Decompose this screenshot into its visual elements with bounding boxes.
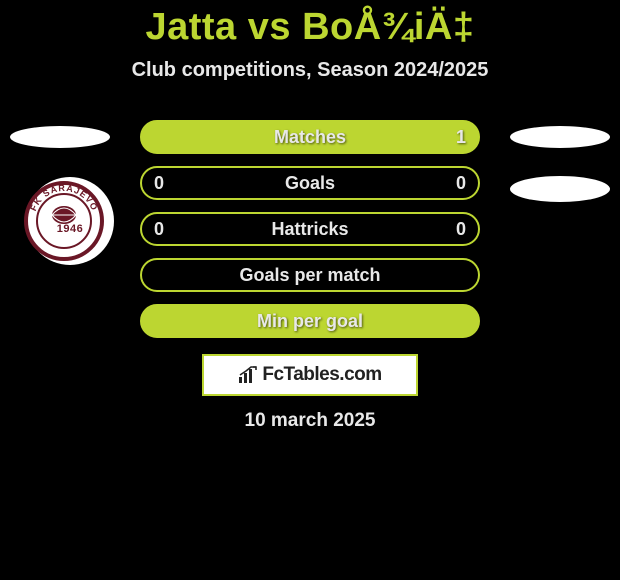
comparison-row: Hattricks0 0: [0, 212, 620, 258]
comparison-rows: Matches1Goals00Hattricks00Goals per matc…: [0, 120, 620, 350]
stat-value-left: 0: [154, 173, 164, 194]
branding-label: FcTables.com: [262, 364, 381, 386]
comparison-row: Matches1: [0, 120, 620, 166]
stat-pill: Hattricks0 0: [140, 212, 480, 246]
stat-label: Matches: [142, 127, 478, 148]
stat-value-left: 0: [154, 219, 164, 240]
stat-pill: Matches1: [140, 120, 480, 154]
stat-label: Goals per match: [142, 265, 478, 286]
stat-value-right: 0: [456, 173, 466, 194]
stat-value-right: 1: [456, 127, 466, 148]
date-stamp: 10 march 2025: [0, 410, 620, 432]
stat-pill: Goals0 0: [140, 166, 480, 200]
branding-box[interactable]: FcTables.com: [202, 354, 418, 396]
stat-label: Min per goal: [142, 311, 478, 332]
comparison-title: Jatta vs BoÅ¾iÄ‡: [0, 0, 620, 49]
comparison-row: Goals0 0: [0, 166, 620, 212]
bar-chart-icon: [238, 365, 258, 385]
stat-value-right: 0: [456, 219, 466, 240]
stat-pill: Min per goal: [140, 304, 480, 338]
comparison-row: Min per goal: [0, 304, 620, 350]
stat-label: Hattricks: [142, 219, 478, 240]
stat-label: Goals: [142, 173, 478, 194]
comparison-row: Goals per match: [0, 258, 620, 304]
comparison-subtitle: Club competitions, Season 2024/2025: [0, 59, 620, 82]
stat-pill: Goals per match: [140, 258, 480, 292]
